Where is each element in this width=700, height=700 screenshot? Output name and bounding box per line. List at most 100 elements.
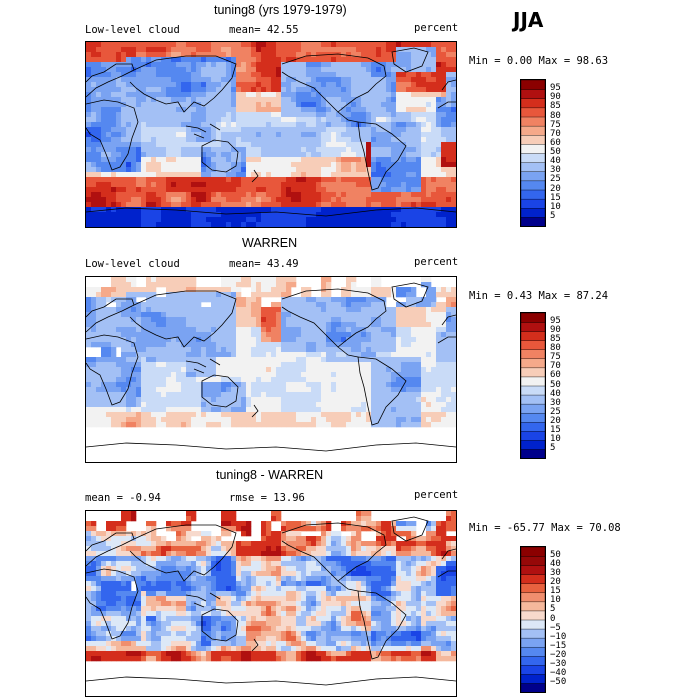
field-cell bbox=[356, 337, 362, 343]
field-cell bbox=[206, 332, 212, 338]
field-cell bbox=[406, 62, 412, 68]
field-cell bbox=[211, 342, 217, 348]
coastline bbox=[185, 123, 221, 139]
field-cell bbox=[96, 72, 102, 78]
field-cell bbox=[421, 207, 427, 213]
field-cell bbox=[441, 317, 447, 323]
field-cell bbox=[116, 92, 122, 98]
field-cell bbox=[311, 332, 317, 338]
field-cell bbox=[331, 132, 337, 138]
field-cell bbox=[351, 72, 357, 78]
field-cell bbox=[326, 47, 332, 53]
field-cell bbox=[286, 307, 292, 313]
field-cell bbox=[191, 342, 197, 348]
field-cell bbox=[331, 167, 337, 173]
field-cell bbox=[436, 132, 442, 138]
field-cell bbox=[236, 212, 242, 218]
field-cell bbox=[221, 302, 227, 308]
colorbar-tick-label: 40 bbox=[550, 388, 561, 399]
field-cell bbox=[101, 127, 107, 133]
field-cell bbox=[91, 112, 97, 118]
field-cell bbox=[146, 362, 152, 368]
field-cell bbox=[346, 182, 352, 188]
colorbar-tick-label: 30 bbox=[550, 397, 561, 408]
field-cell bbox=[206, 67, 212, 73]
field-cell bbox=[301, 347, 307, 353]
field-cell bbox=[356, 117, 362, 123]
field-cell bbox=[346, 287, 352, 293]
field-cell bbox=[381, 107, 387, 113]
field-cell bbox=[181, 402, 187, 408]
field-cell bbox=[291, 162, 297, 168]
field-cell bbox=[301, 97, 307, 103]
field-cell bbox=[201, 82, 207, 88]
field-cell bbox=[431, 157, 437, 163]
field-cell bbox=[366, 367, 372, 373]
field-cell bbox=[91, 387, 97, 393]
field-cell bbox=[326, 307, 332, 313]
field-cell bbox=[86, 62, 92, 68]
field-cell bbox=[156, 412, 162, 418]
field-cell bbox=[231, 412, 237, 418]
field-cell bbox=[376, 407, 382, 413]
field-cell bbox=[106, 212, 112, 218]
field-cell bbox=[426, 372, 432, 378]
field-cell bbox=[351, 127, 357, 133]
field-cell bbox=[206, 62, 212, 68]
field-cell bbox=[421, 342, 427, 348]
field-cell bbox=[426, 322, 432, 328]
field-cell bbox=[276, 97, 282, 103]
field-cell bbox=[251, 337, 257, 343]
field-cell bbox=[191, 511, 197, 517]
field-cell bbox=[226, 132, 232, 138]
field-cell bbox=[126, 192, 132, 198]
field-cell bbox=[416, 337, 422, 343]
field-cell bbox=[161, 177, 167, 183]
field-cell bbox=[286, 177, 292, 183]
field-cell bbox=[146, 197, 152, 203]
field-cell bbox=[136, 392, 142, 398]
field-cell bbox=[311, 127, 317, 133]
field-cell bbox=[231, 47, 237, 53]
colorbar-tick-label: 5 bbox=[550, 442, 556, 453]
field-cell bbox=[181, 292, 187, 298]
field-cell bbox=[191, 97, 197, 103]
field-cell bbox=[326, 362, 332, 368]
field-cell bbox=[86, 372, 92, 378]
field-cell bbox=[341, 362, 347, 368]
field-cell bbox=[336, 87, 342, 93]
field-cell bbox=[291, 87, 297, 93]
field-cell bbox=[301, 92, 307, 98]
field-cell bbox=[381, 377, 387, 383]
field-cell bbox=[286, 97, 292, 103]
field-cell bbox=[206, 192, 212, 198]
field-cell bbox=[451, 202, 456, 208]
field-cell bbox=[146, 207, 152, 213]
field-cell bbox=[246, 222, 252, 227]
field-cell bbox=[411, 117, 417, 123]
field-cell bbox=[306, 127, 312, 133]
field-cell bbox=[166, 122, 172, 128]
field-cell bbox=[196, 317, 202, 323]
field-cell bbox=[376, 192, 382, 198]
field-cell bbox=[306, 142, 312, 148]
field-cell bbox=[236, 42, 242, 48]
field-cell bbox=[301, 157, 307, 163]
field-cell bbox=[171, 192, 177, 198]
field-cell bbox=[381, 362, 387, 368]
field-cell bbox=[131, 352, 137, 358]
field-cell bbox=[426, 362, 432, 368]
field-cell bbox=[356, 407, 362, 413]
field-cell bbox=[431, 397, 437, 403]
field-cell bbox=[196, 402, 202, 408]
field-cell bbox=[321, 157, 327, 163]
field-cell bbox=[441, 357, 447, 363]
field-cell bbox=[206, 82, 212, 88]
field-cell bbox=[131, 337, 137, 343]
field-cell bbox=[246, 307, 252, 313]
field-cell bbox=[396, 192, 402, 198]
field-cell bbox=[331, 122, 337, 128]
field-cell bbox=[131, 47, 137, 53]
field-cell bbox=[146, 177, 152, 183]
field-cell bbox=[366, 511, 372, 517]
